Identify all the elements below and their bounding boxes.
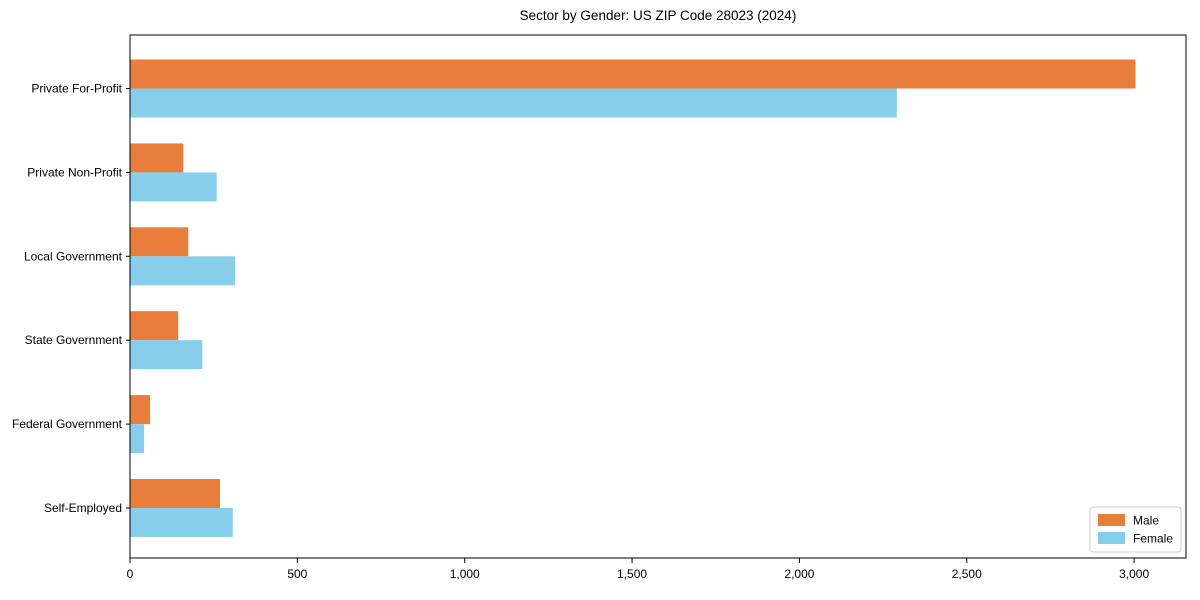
category-label-self-employed: Self-Employed xyxy=(44,501,122,515)
bar-female-self-employed xyxy=(130,508,233,537)
x-tick-label: 500 xyxy=(287,567,307,581)
bar-female-local-government xyxy=(130,256,236,286)
bar-male-federal-government xyxy=(130,395,151,425)
bar-male-private-for-profit xyxy=(130,59,1136,89)
bar-male-state-government xyxy=(130,311,179,341)
x-tick-label: 2,000 xyxy=(784,567,814,581)
x-tick-label: 1,000 xyxy=(450,567,480,581)
legend-label-female: Female xyxy=(1133,532,1173,546)
bar-female-federal-government xyxy=(130,424,145,454)
bar-male-self-employed xyxy=(130,479,221,508)
bar-female-state-government xyxy=(130,340,203,370)
x-tick-label: 1,500 xyxy=(617,567,647,581)
category-label-local-government: Local Government xyxy=(24,249,123,263)
x-tick-label: 2,500 xyxy=(952,567,982,581)
legend-swatch-female xyxy=(1098,532,1125,544)
x-tick-label: 0 xyxy=(127,567,134,581)
category-label-private-non-profit: Private Non-Profit xyxy=(27,165,122,179)
category-label-state-government: State Government xyxy=(25,333,123,347)
bar-male-private-non-profit xyxy=(130,143,184,173)
x-tick-label: 3,000 xyxy=(1119,567,1149,581)
legend-label-male: Male xyxy=(1133,514,1159,528)
plot-border xyxy=(129,34,1187,559)
bar-male-local-government xyxy=(130,227,189,257)
category-label-federal-government: Federal Government xyxy=(12,417,123,431)
bar-female-private-for-profit xyxy=(130,88,897,118)
chart-title: Sector by Gender: US ZIP Code 28023 (202… xyxy=(519,8,797,23)
bar-female-private-non-profit xyxy=(130,172,217,202)
category-label-private-for-profit: Private For-Profit xyxy=(31,82,122,96)
legend-swatch-male xyxy=(1098,514,1125,526)
